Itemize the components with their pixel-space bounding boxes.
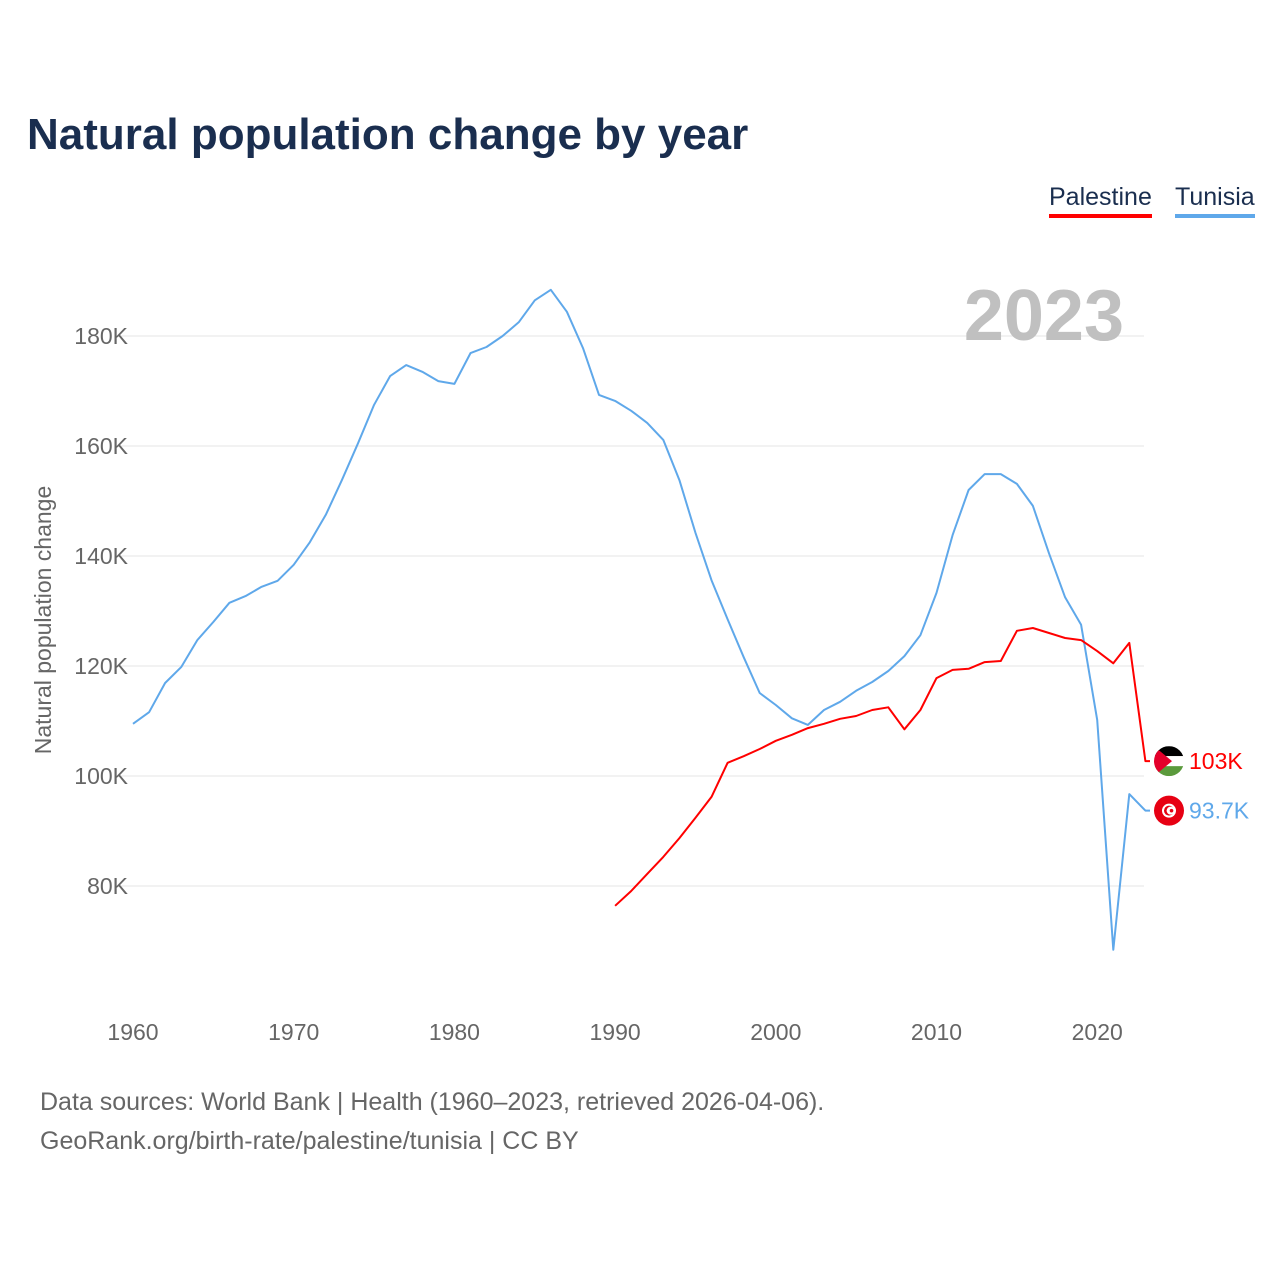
- flag-star: [1169, 808, 1174, 813]
- flag-stripe: [1154, 766, 1184, 777]
- tunisia-flag-icon: [1154, 795, 1184, 826]
- y-tick-label: 120K: [74, 653, 128, 679]
- footer-link: GeoRank.org/birth-rate/palestine/tunisia…: [40, 1127, 579, 1155]
- y-tick-label: 140K: [74, 543, 128, 569]
- y-tick-label: 100K: [74, 763, 128, 789]
- y-axis-label: Natural population change: [30, 486, 56, 755]
- x-tick-label: 1970: [268, 1019, 319, 1045]
- legend-palestine[interactable]: Palestine: [1049, 183, 1152, 218]
- x-tick-label: 1980: [429, 1019, 480, 1045]
- y-tick-label: 160K: [74, 433, 128, 459]
- year-label: 2023: [964, 276, 1124, 356]
- end-value-label-palestine: 103K: [1189, 748, 1243, 774]
- x-tick-label: 1990: [590, 1019, 641, 1045]
- flag-triangle: [1154, 746, 1172, 777]
- footer-sources: Data sources: World Bank | Health (1960–…: [40, 1088, 825, 1116]
- x-tick-label: 2020: [1072, 1019, 1123, 1045]
- x-tick-label: 2000: [750, 1019, 801, 1045]
- series-line-palestine: [614, 627, 1150, 907]
- x-tick-label: 1960: [107, 1019, 158, 1045]
- y-tick-label: 80K: [87, 873, 129, 899]
- y-tick-label: 180K: [74, 323, 128, 349]
- chart-title: Natural population change by year: [27, 110, 749, 159]
- series-line-tunisia: [132, 288, 1150, 951]
- flag-stripe: [1154, 746, 1184, 757]
- legend-tunisia[interactable]: Tunisia: [1175, 183, 1255, 218]
- end-value-label-tunisia: 93.7K: [1189, 798, 1250, 824]
- palestine-flag-icon: [1154, 746, 1184, 777]
- x-tick-label: 2010: [911, 1019, 962, 1045]
